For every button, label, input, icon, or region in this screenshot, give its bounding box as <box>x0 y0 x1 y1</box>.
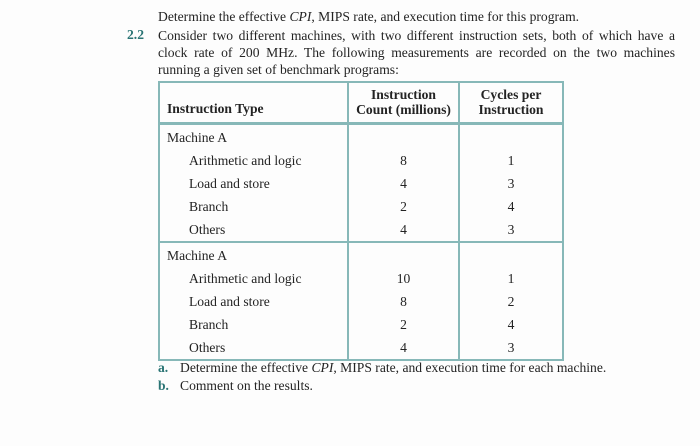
table-row: Arithmetic and logic 10 1 <box>158 267 564 291</box>
question-a-pre: Determine the effective <box>180 360 312 375</box>
question-b: b. Comment on the results. <box>158 377 678 395</box>
table-section-machine-a-1: Machine A Arithmetic and logic 8 1 Load … <box>158 123 564 242</box>
cell-instruction-count: 4 <box>347 336 460 360</box>
cell-instruction-count: 8 <box>347 290 460 314</box>
cell-cpi: 1 <box>458 267 564 291</box>
header-instruction-type: Instruction Type <box>158 82 349 124</box>
cell-instruction-count: 10 <box>347 267 460 291</box>
intro-text-italic-cpi: CPI <box>289 9 312 24</box>
cell-cpi: 3 <box>458 218 564 242</box>
sub-questions: a. Determine the effective CPI, MIPS rat… <box>158 359 678 395</box>
cell-instruction-count: 4 <box>347 218 460 242</box>
header-cycles-per-instruction: Cycles per Instruction <box>458 82 564 124</box>
header-cycles-line2: Instruction <box>478 102 544 117</box>
question-b-pre: Comment on the results. <box>180 378 313 393</box>
group-label: Machine A <box>158 241 349 268</box>
cell-instruction-type: Arithmetic and logic <box>158 267 349 291</box>
cell-cpi: 1 <box>458 149 564 173</box>
table-row: Others 4 3 <box>158 336 564 360</box>
intro-text-pre: Determine the effective <box>158 9 290 24</box>
cell-instruction-type: Arithmetic and logic <box>158 149 349 173</box>
problem-statement: Consider two different machines, with tw… <box>158 28 675 77</box>
table-row: Branch 2 4 <box>158 313 564 337</box>
question-b-marker: b. <box>158 378 169 393</box>
table-row: Others 4 3 <box>158 218 564 242</box>
group-row: Machine A <box>158 123 564 150</box>
cell-cpi: 4 <box>458 195 564 219</box>
problem-number: 2.2 <box>127 27 144 42</box>
table-section-machine-a-2: Machine A Arithmetic and logic 10 1 Load… <box>158 241 564 360</box>
question-a-marker: a. <box>158 360 169 375</box>
group-empty-cell <box>347 123 460 150</box>
header-instruction-count-line1: Instruction <box>371 87 436 102</box>
cell-instruction-type: Branch <box>158 195 349 219</box>
table-header-row: Instruction Type Instruction Count (mill… <box>158 82 564 124</box>
cell-instruction-count: 2 <box>347 313 460 337</box>
measurements-table: Instruction Type Instruction Count (mill… <box>158 81 564 361</box>
question-a-post: , MIPS rate, and execution time for each… <box>333 360 607 375</box>
group-row: Machine A <box>158 241 564 268</box>
cell-cpi: 2 <box>458 290 564 314</box>
cell-instruction-type: Branch <box>158 313 349 337</box>
table-row: Branch 2 4 <box>158 195 564 219</box>
table-row: Load and store 4 3 <box>158 172 564 196</box>
header-instruction-count: Instruction Count (millions) <box>347 82 460 124</box>
cell-instruction-type: Load and store <box>158 172 349 196</box>
cell-instruction-count: 4 <box>347 172 460 196</box>
question-a: a. Determine the effective CPI, MIPS rat… <box>158 359 678 377</box>
cell-instruction-count: 8 <box>347 149 460 173</box>
question-b-text: Comment on the results. <box>180 377 678 395</box>
cell-cpi: 4 <box>458 313 564 337</box>
intro-sentence: Determine the effective CPI, MIPS rate, … <box>158 8 678 25</box>
question-a-text: Determine the effective CPI, MIPS rate, … <box>180 359 678 377</box>
cell-instruction-type: Others <box>158 218 349 242</box>
cell-instruction-count: 2 <box>347 195 460 219</box>
measurements-table-container: Instruction Type Instruction Count (mill… <box>158 81 564 361</box>
intro-text-post: , MIPS rate, and execution time for this… <box>311 9 580 24</box>
cell-cpi: 3 <box>458 172 564 196</box>
group-empty-cell <box>347 241 460 268</box>
cell-instruction-type: Others <box>158 336 349 360</box>
header-instruction-count-line2: Count (millions) <box>356 102 451 117</box>
question-a-italic-cpi: CPI <box>311 360 334 375</box>
cell-cpi: 3 <box>458 336 564 360</box>
group-empty-cell <box>458 123 564 150</box>
cell-instruction-type: Load and store <box>158 290 349 314</box>
group-empty-cell <box>458 241 564 268</box>
table-row: Load and store 8 2 <box>158 290 564 314</box>
table-row: Arithmetic and logic 8 1 <box>158 149 564 173</box>
header-cycles-line1: Cycles per <box>480 87 542 102</box>
group-label: Machine A <box>158 123 349 150</box>
